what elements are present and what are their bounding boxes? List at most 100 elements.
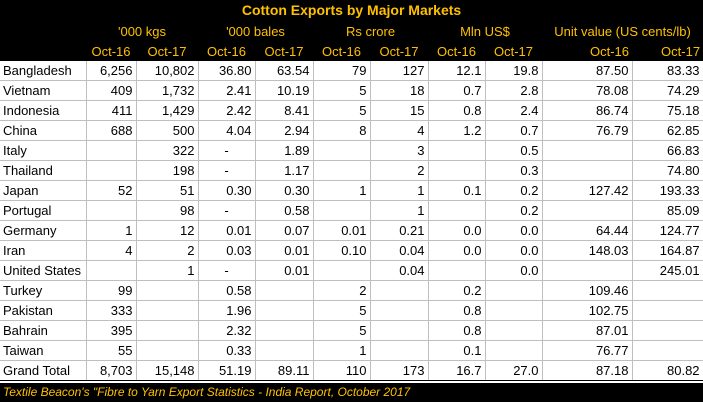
table-cell — [136, 320, 199, 341]
table-cell: 2.42 — [198, 100, 256, 121]
table-body: Bangladesh 6,256 10,802 36.80 63.54 79 127 12.1… — [0, 61, 703, 381]
period-header: Oct-16 — [428, 42, 485, 61]
table-cell — [313, 140, 371, 161]
table-row: Bangladesh 6,256 10,802 36.80 63.54 79 127 12.1… — [0, 61, 703, 81]
table-cell: 12.1 — [428, 61, 486, 81]
table-cell: 1.2 — [428, 120, 486, 141]
table-row: Portugal 98-0.58 1 0.2 85.09 — [0, 200, 703, 221]
table-row: Japan 52 51 0.30 0.30 1 1 0.1 0.2 127.42 193.33 — [0, 180, 703, 201]
table-cell: 2.41 — [198, 80, 256, 101]
table-title: Cotton Exports by Major Markets — [0, 0, 703, 21]
table-cell: 2 — [313, 280, 371, 301]
table-cell: 83.33 — [632, 61, 703, 81]
table-cell: 2.32 — [198, 320, 256, 341]
table-cell: 411 — [86, 100, 137, 121]
table-cell — [313, 200, 371, 221]
table-cell — [136, 280, 199, 301]
table-cell: 0.0 — [428, 240, 486, 261]
table-cell: 0.30 — [198, 180, 256, 201]
table-cell: 12 — [136, 220, 199, 241]
table-cell: 8.41 — [255, 100, 314, 121]
table-cell: 500 — [136, 120, 199, 141]
table-cell: 74.29 — [632, 80, 703, 101]
table-row: Taiwan 55 0.33 1 0.1 76.77 — [0, 340, 703, 361]
table-cell: 66.83 — [632, 140, 703, 161]
table-cell: 85.09 — [632, 200, 703, 221]
table-cell: 688 — [86, 120, 137, 141]
table-cell: 124.77 — [632, 220, 703, 241]
grand-total-row: Grand Total 8,703 15,148 51.19 89.11 110 173 16… — [0, 360, 703, 381]
table-cell: 2.8 — [485, 80, 543, 101]
table-cell — [86, 160, 137, 181]
table-cell: 0.3 — [485, 160, 543, 181]
table-cell: 2.4 — [485, 100, 543, 121]
table-cell: 0.1 — [428, 180, 486, 201]
table-cell: 5 — [313, 80, 371, 101]
market-name: Pakistan — [0, 300, 87, 321]
period-header: Oct-17 — [370, 42, 428, 61]
group-header-unit-value: Unit value (US cents/lb) — [542, 21, 703, 42]
table-cell: 0.01 — [255, 260, 314, 281]
table-cell — [542, 200, 633, 221]
table-cell: 0.2 — [428, 280, 486, 301]
table-cell: 2 — [370, 160, 429, 181]
table-row: Pakistan 333 1.96 5 0.8 102.75 — [0, 300, 703, 321]
table-cell — [313, 260, 371, 281]
table-cell: 1.17 — [255, 160, 314, 181]
table-cell: 0.0 — [428, 220, 486, 241]
table-cell: 99 — [86, 280, 137, 301]
table-cell: 0.01 — [313, 220, 371, 241]
market-header-blank — [0, 21, 86, 42]
table-cell: 1 — [86, 220, 137, 241]
table-cell: 0.58 — [255, 200, 314, 221]
table-cell — [632, 320, 703, 341]
table-cell — [136, 300, 199, 321]
table-cell: 0.5 — [485, 140, 543, 161]
market-name: Indonesia — [0, 100, 87, 121]
table-cell: - — [198, 260, 256, 281]
table-cell: 0.8 — [428, 320, 486, 341]
table-cell: 8,703 — [86, 360, 137, 381]
table-cell: 109.46 — [542, 280, 633, 301]
table-cell: 1,429 — [136, 100, 199, 121]
table-cell: 76.79 — [542, 120, 633, 141]
table-row: China 688 500 4.04 2.94 8 4 1.2 0.7 76.79 62.85 — [0, 120, 703, 141]
table-cell: 74.80 — [632, 160, 703, 181]
table-cell: 27.0 — [485, 360, 543, 381]
table-cell: 36.80 — [198, 61, 256, 81]
market-name: China — [0, 120, 87, 141]
table-cell: - — [198, 140, 256, 161]
table-cell: 0.2 — [485, 180, 543, 201]
table-cell: 51.19 — [198, 360, 256, 381]
table-cell: 127 — [370, 61, 429, 81]
table-cell: 18 — [370, 80, 429, 101]
table-cell: 0.0 — [485, 260, 543, 281]
table-cell: 1 — [136, 260, 199, 281]
table-cell — [255, 320, 314, 341]
exports-table: Cotton Exports by Major Markets '000 kgs… — [0, 0, 703, 381]
table-cell — [255, 300, 314, 321]
group-header-bales: '000 bales — [198, 21, 313, 42]
table-cell: 1 — [313, 340, 371, 361]
table-cell: 2.94 — [255, 120, 314, 141]
table-cell — [86, 200, 137, 221]
table-cell: 87.01 — [542, 320, 633, 341]
table-cell: 2 — [136, 240, 199, 261]
table-cell — [86, 140, 137, 161]
table-cell: 0.04 — [370, 260, 429, 281]
period-header: Oct-16 — [313, 42, 370, 61]
table-cell: 198 — [136, 160, 199, 181]
table-cell: 0.03 — [198, 240, 256, 261]
table-cell: 322 — [136, 140, 199, 161]
table-cell: 78.08 — [542, 80, 633, 101]
table-cell: 1,732 — [136, 80, 199, 101]
table-cell: 0.58 — [198, 280, 256, 301]
table-cell: 98 — [136, 200, 199, 221]
table-cell: 127.42 — [542, 180, 633, 201]
table-cell — [632, 340, 703, 361]
table-row: Italy 322-1.89 3 0.5 66.83 — [0, 140, 703, 161]
table-cell: 245.01 — [632, 260, 703, 281]
table-cell: 6,256 — [86, 61, 137, 81]
market-name: Portugal — [0, 200, 87, 221]
